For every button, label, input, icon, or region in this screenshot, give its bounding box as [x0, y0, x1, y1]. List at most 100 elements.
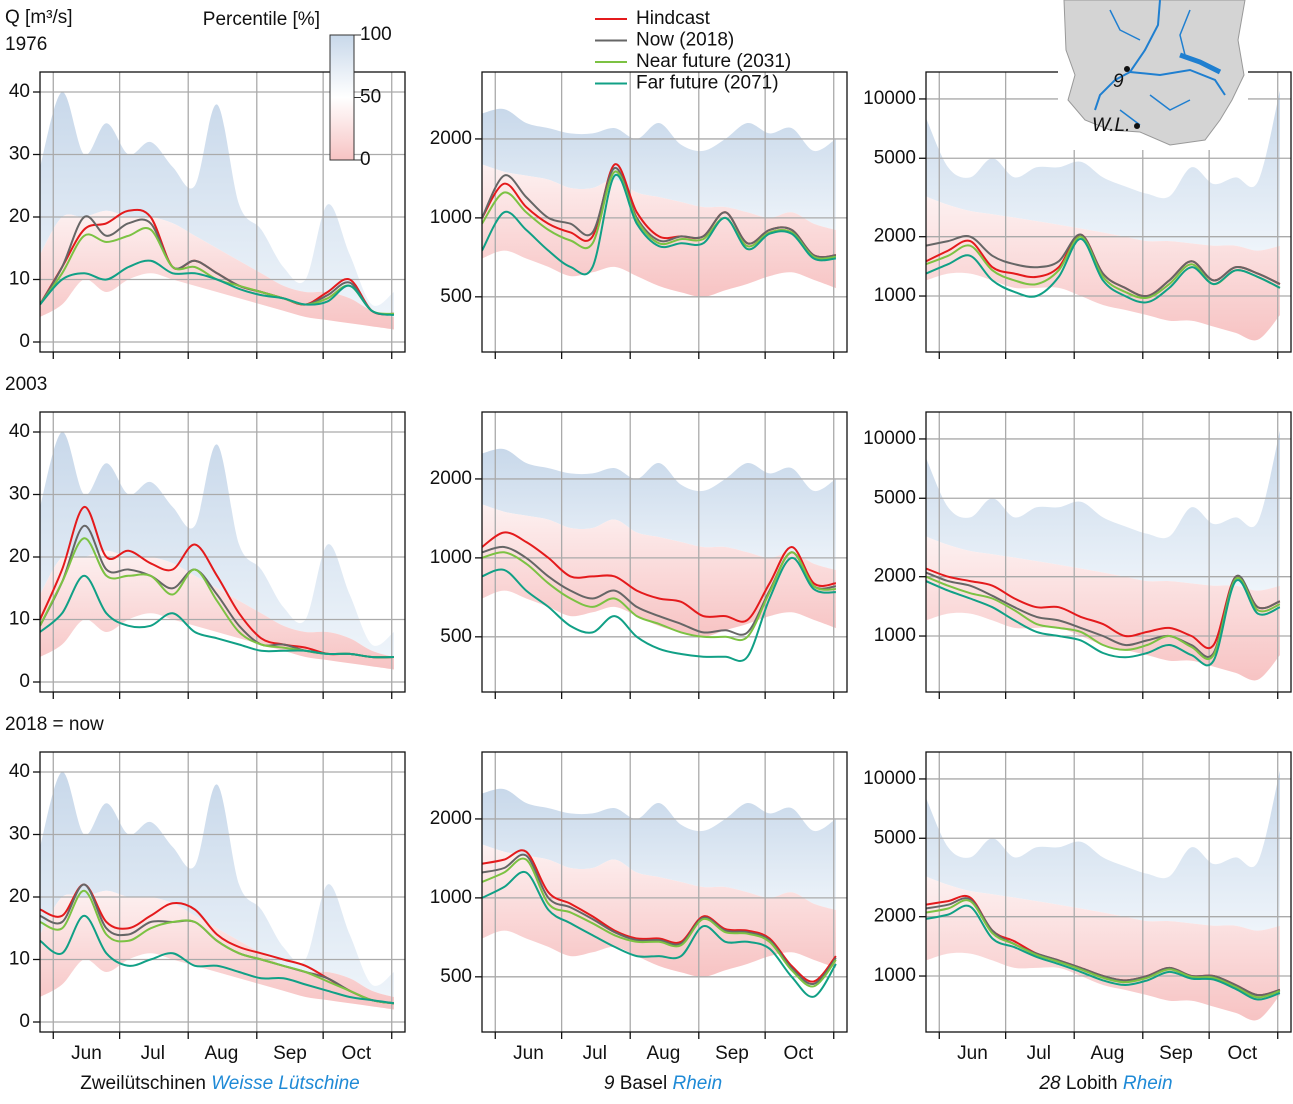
- y-tick-label: 1000: [874, 285, 916, 306]
- x-tick-label: Oct: [784, 1043, 814, 1064]
- column-label-river: Weisse Lütschine: [211, 1073, 360, 1094]
- legend-label: Far future (2071): [636, 73, 779, 94]
- percentile-band-lower: [482, 504, 836, 637]
- row-label: 2018 = now: [5, 714, 104, 735]
- y-tick-label: 1000: [430, 547, 472, 568]
- map-lake: [1179, 52, 1222, 75]
- panel: 1000 2000 5000 10000 Jun Jul Aug Sep Oct: [863, 751, 1292, 1064]
- colorbar: Percentile [%] 0 50 100: [203, 9, 392, 170]
- plot-frame: [39, 71, 406, 353]
- percentile-band-upper: [926, 770, 1280, 931]
- y-axis-label: Q [m³/s]: [5, 7, 73, 28]
- series-line: [40, 259, 395, 317]
- plot-area: [926, 752, 1291, 1032]
- plot-frame: [39, 411, 406, 693]
- series-line: [482, 870, 837, 998]
- series-line: [482, 853, 837, 985]
- series-line: [482, 170, 836, 260]
- legend-label: Now (2018): [636, 30, 734, 51]
- y-tick-label: 30: [9, 144, 30, 165]
- y-tick-label: 1000: [430, 887, 472, 908]
- y-tick-label: 10000: [863, 428, 916, 449]
- y-tick-label: 10000: [863, 768, 916, 789]
- y-tick-label: 2000: [874, 906, 916, 927]
- percentile-band-lower: [40, 890, 394, 1010]
- series-line: [40, 914, 395, 1005]
- y-tick-label: 1000: [430, 207, 472, 228]
- series-line: [482, 857, 837, 988]
- series-line: [482, 166, 836, 259]
- y-tick-label: 40: [9, 81, 30, 102]
- panel: 500 1000 2000: [430, 71, 848, 359]
- map-river: [1109, 9, 1191, 126]
- y-tick-label: 2000: [430, 128, 472, 149]
- plot-area: [482, 72, 847, 352]
- series-line: [926, 237, 1281, 304]
- column-label-station: Zweilütschinen: [80, 1073, 206, 1094]
- y-tick-label: 20: [9, 886, 30, 907]
- y-tick-label: 10000: [863, 88, 916, 109]
- panel: 0 10 20 30 40 Jun Jul Aug Sep Oct: [9, 751, 406, 1064]
- column-label-number: 28: [1038, 1073, 1061, 1094]
- plot-area: [40, 752, 405, 1032]
- y-tick-label: 1000: [874, 625, 916, 646]
- series-line: [926, 897, 1281, 997]
- x-tick-label: Aug: [1090, 1043, 1124, 1064]
- column-label: 28 Lobith Rhein: [1038, 1073, 1172, 1094]
- x-tick-label: Jul: [1027, 1043, 1051, 1064]
- x-tick-label: Jun: [957, 1043, 988, 1064]
- x-tick-label: Sep: [1159, 1043, 1193, 1064]
- map-point: [1124, 66, 1130, 72]
- percentile-band-lower: [482, 164, 836, 297]
- x-tick-label: Aug: [646, 1043, 680, 1064]
- series-line: [482, 849, 837, 983]
- series-line: [482, 173, 836, 276]
- row-label: 2003: [5, 374, 47, 395]
- x-tick-label: Jun: [513, 1043, 544, 1064]
- plot-frame: [925, 411, 1292, 693]
- y-tick-label: 2000: [430, 468, 472, 489]
- legend-label: Near future (2031): [636, 51, 791, 72]
- x-tick-label: Oct: [1228, 1043, 1258, 1064]
- map-land: [1063, 0, 1246, 146]
- plot-area: [482, 752, 847, 1032]
- series-line: [926, 579, 1281, 667]
- y-tick-label: 5000: [874, 827, 916, 848]
- y-tick-label: 30: [9, 824, 30, 845]
- panel: 1000 2000 5000 10000: [863, 411, 1292, 699]
- plot-area: [40, 412, 405, 692]
- series-line: [482, 551, 837, 642]
- percentile-band-upper: [40, 91, 394, 317]
- percentile-band-lower: [40, 550, 394, 670]
- colorbar-scale: [329, 34, 355, 161]
- map-label: W.L.: [1092, 115, 1130, 136]
- y-tick-label: 10: [9, 609, 30, 630]
- panel: 500 1000 2000 Jun Jul Aug Sep Oct: [430, 751, 848, 1064]
- y-tick-label: 20: [9, 546, 30, 567]
- y-tick-label: 500: [440, 286, 472, 307]
- map-inset: 9 W.L.: [1058, 0, 1248, 150]
- series-line: [40, 889, 395, 1005]
- percentile-band-lower: [926, 876, 1280, 1021]
- plot-area: [482, 412, 847, 692]
- percentile-band-upper: [40, 431, 394, 657]
- column-label-station: Lobith: [1066, 1073, 1118, 1094]
- percentile-band-upper: [40, 771, 394, 997]
- y-tick-label: 2000: [430, 808, 472, 829]
- y-tick-label: 30: [9, 484, 30, 505]
- y-tick-label: 40: [9, 421, 30, 442]
- y-tick-label: 2000: [874, 566, 916, 587]
- series-line: [926, 233, 1281, 298]
- column-labels: Zweilütschinen Weisse Lütschine 9 Basel R…: [80, 1073, 1172, 1094]
- x-tick-label: Jul: [141, 1043, 165, 1064]
- column-label-river: Rhein: [673, 1073, 723, 1094]
- panel: 1000 2000 5000 10000: [863, 71, 1292, 359]
- column-label: 9 Basel Rhein: [604, 1073, 722, 1094]
- legend-label: Hindcast: [636, 8, 711, 29]
- y-tick-label: 500: [440, 626, 472, 647]
- y-tick-label: 500: [440, 966, 472, 987]
- map-label: 9: [1113, 71, 1124, 92]
- y-tick-label: 40: [9, 761, 30, 782]
- y-tick-label: 10: [9, 269, 30, 290]
